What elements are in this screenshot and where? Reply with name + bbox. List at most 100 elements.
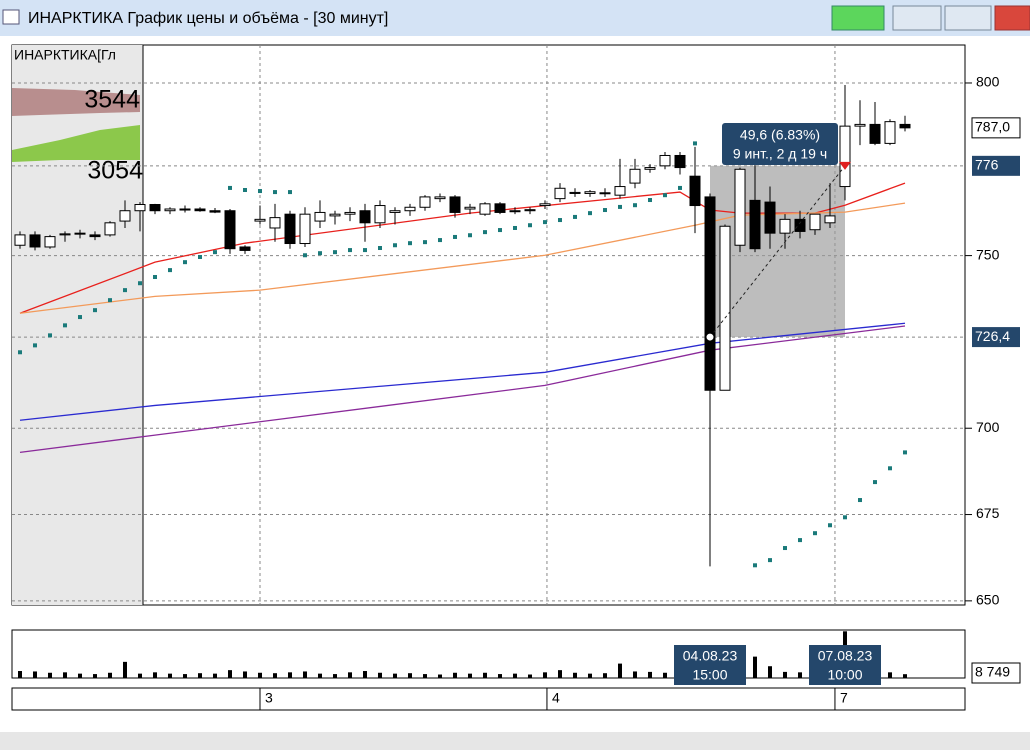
ask-volume: 3544 bbox=[84, 86, 140, 114]
maximize-button[interactable] bbox=[944, 5, 992, 31]
scrollbar[interactable] bbox=[0, 732, 1030, 750]
day-label: 4 bbox=[552, 690, 560, 706]
volume-bar bbox=[423, 674, 427, 678]
volume-bar bbox=[213, 673, 217, 678]
sar-dot bbox=[858, 498, 862, 503]
sar-dot bbox=[888, 466, 892, 471]
sar-dot bbox=[663, 193, 667, 198]
level-box bbox=[972, 155, 1020, 176]
candle-body bbox=[164, 208, 176, 212]
volume-bar bbox=[588, 673, 592, 678]
candle-body bbox=[179, 208, 191, 211]
time-tooltip-time: 10:00 bbox=[827, 667, 862, 683]
volume-bar bbox=[513, 673, 517, 678]
y-tick-label: 650 bbox=[976, 592, 1000, 608]
sar-dot bbox=[468, 233, 472, 238]
sar-dot bbox=[633, 203, 637, 208]
sar-dot bbox=[873, 480, 877, 485]
level-label: 776 bbox=[975, 157, 999, 173]
volume-bar bbox=[438, 674, 442, 678]
measure-text: 49,6 (6.83%) bbox=[740, 127, 820, 143]
close-button[interactable] bbox=[994, 5, 1030, 31]
volume-bar bbox=[453, 672, 457, 678]
volume-bar bbox=[648, 671, 652, 678]
volume-bar bbox=[603, 673, 607, 678]
time-axis bbox=[11, 687, 966, 711]
candle-body bbox=[299, 213, 311, 245]
sar-dot bbox=[588, 211, 592, 216]
order-book-title: ИНАРКТИКА[Гл bbox=[14, 47, 116, 63]
candle-body bbox=[209, 210, 221, 213]
candle-body bbox=[824, 215, 836, 224]
candle-body bbox=[644, 167, 656, 170]
volume-bar bbox=[258, 672, 262, 678]
candle-body bbox=[389, 210, 401, 213]
sar-dot bbox=[198, 254, 202, 259]
volume-bar bbox=[123, 661, 127, 678]
candle-body bbox=[89, 234, 101, 238]
candle-body bbox=[224, 210, 236, 250]
candle-body bbox=[359, 210, 371, 224]
window-icon bbox=[2, 9, 20, 25]
volume-bar bbox=[333, 674, 337, 678]
candle-body bbox=[419, 196, 431, 208]
volume-bar bbox=[153, 672, 157, 678]
measure-end bbox=[839, 161, 851, 170]
volume-bar bbox=[378, 672, 382, 678]
candle-body bbox=[104, 222, 116, 236]
volume-bar bbox=[633, 671, 637, 678]
measure-start bbox=[705, 332, 715, 342]
sar-dot bbox=[93, 308, 97, 313]
volume-bar bbox=[78, 673, 82, 678]
volume-bar bbox=[48, 672, 52, 678]
volume-bar bbox=[138, 673, 142, 678]
sar-dot bbox=[438, 238, 442, 243]
link-button[interactable] bbox=[831, 5, 885, 31]
volume-bar bbox=[663, 672, 667, 678]
candle-body bbox=[584, 191, 596, 194]
candle-body bbox=[404, 206, 416, 212]
sar-dot bbox=[768, 558, 772, 563]
volume-bar bbox=[93, 674, 97, 678]
candle-body bbox=[239, 246, 251, 251]
sar-dot bbox=[18, 350, 22, 355]
bid-depth bbox=[12, 125, 140, 162]
time-tooltip bbox=[674, 645, 746, 685]
candle-body bbox=[674, 154, 686, 169]
volume-label: 8 749 bbox=[975, 664, 1010, 680]
sar-dot bbox=[33, 343, 37, 348]
indicator-line bbox=[19, 322, 906, 421]
price-box bbox=[971, 117, 1021, 139]
volume-bar bbox=[483, 672, 487, 678]
volume-bar bbox=[243, 671, 247, 678]
sar-dot bbox=[558, 218, 562, 223]
volume-bar bbox=[408, 673, 412, 678]
candle-body bbox=[194, 208, 206, 212]
sar-dot bbox=[828, 523, 832, 528]
price-label: 787,0 bbox=[975, 119, 1010, 135]
sar-dot bbox=[618, 204, 622, 209]
volume-bar bbox=[168, 673, 172, 678]
candle-body bbox=[569, 191, 581, 194]
candle-body bbox=[539, 203, 551, 207]
ask-depth bbox=[12, 88, 140, 116]
candle-body bbox=[599, 192, 611, 195]
candle-body bbox=[734, 168, 746, 246]
volume-bar bbox=[363, 671, 367, 678]
candle-body bbox=[449, 196, 461, 213]
sar-dot bbox=[63, 323, 67, 328]
candle-body bbox=[839, 125, 851, 188]
measure-tooltip bbox=[722, 123, 838, 165]
volume-box bbox=[971, 662, 1021, 684]
sar-dot bbox=[273, 190, 277, 195]
sar-dot bbox=[363, 248, 367, 253]
candle-body bbox=[254, 218, 266, 222]
minimize-button[interactable] bbox=[892, 5, 942, 31]
candle-body bbox=[464, 206, 476, 210]
sar-dot bbox=[183, 260, 187, 265]
sar-dot bbox=[603, 208, 607, 213]
volume-bar bbox=[573, 672, 577, 678]
sar-dot bbox=[408, 241, 412, 246]
candle-body bbox=[509, 210, 521, 213]
